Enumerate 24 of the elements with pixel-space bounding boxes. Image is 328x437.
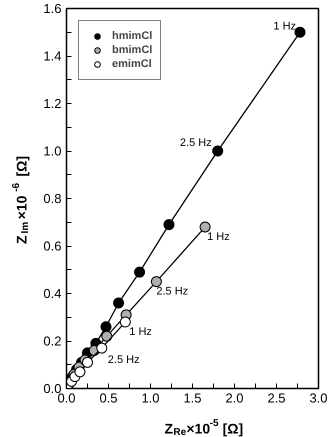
annotation: 2.5 Hz <box>156 286 188 298</box>
x-tick-label: 3.0 <box>309 390 328 406</box>
x-tick-label: 1.5 <box>183 390 202 406</box>
legend-label: emimCl <box>112 57 152 71</box>
y-tick-label: 0.8 <box>43 191 62 206</box>
y-tick-label: 0.6 <box>43 238 62 254</box>
annotation: 1 Hz <box>207 231 230 243</box>
annotation: 2.5 Hz <box>180 137 212 149</box>
y-tick-label: 1.0 <box>43 144 62 158</box>
x-tick-label: 2.0 <box>225 390 244 406</box>
annotation: 1 Hz <box>273 20 296 32</box>
y-tick-label: 1.2 <box>43 96 62 111</box>
annotation: 2.5 Hz <box>108 354 140 366</box>
x-tick-label: 0.5 <box>99 390 118 406</box>
y-tick-label: 1.6 <box>43 1 62 16</box>
legend-label: hmimCl <box>112 29 152 43</box>
x-tick-label: 2.5 <box>267 390 286 406</box>
y-tick-label: 1.4 <box>43 48 62 64</box>
x-tick-label: 1.0 <box>141 390 160 406</box>
y-tick-label: 0.2 <box>43 334 62 348</box>
legend-label: bmimCl <box>112 43 152 57</box>
y-axis-title: ZIm×10-6 [Ω] <box>11 156 31 244</box>
annotation: 1 Hz <box>129 326 152 338</box>
y-tick-label: 0.4 <box>43 286 62 301</box>
